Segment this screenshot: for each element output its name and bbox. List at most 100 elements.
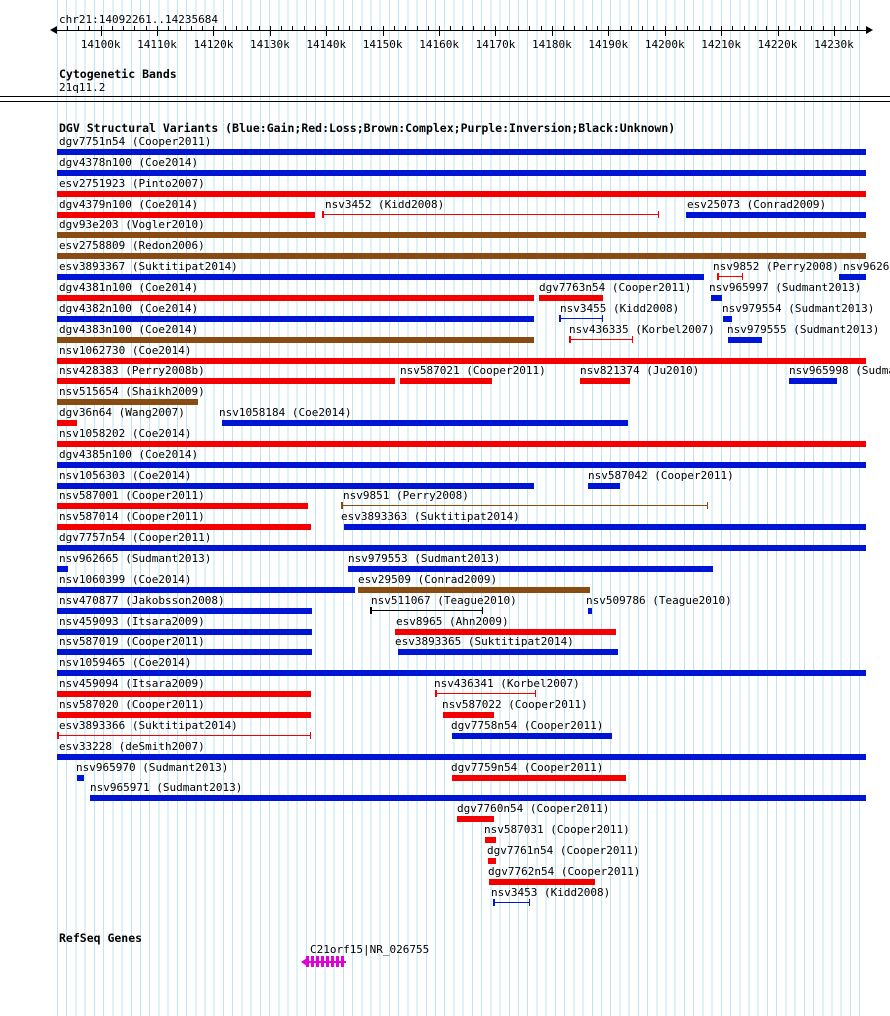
variant-bar[interactable] xyxy=(90,795,866,802)
variant-bar[interactable] xyxy=(57,378,395,385)
ruler-minor-tick xyxy=(236,26,238,30)
variant-bar[interactable] xyxy=(57,399,198,406)
variant-bar[interactable] xyxy=(57,232,866,239)
variant-bar[interactable] xyxy=(686,211,866,218)
variant-bar[interactable] xyxy=(344,524,866,531)
variant-bar[interactable] xyxy=(400,378,492,385)
ruler-minor-tick xyxy=(619,26,621,30)
variant-bar[interactable] xyxy=(395,628,616,635)
track-label: dgv93e203 (Vogler2010) xyxy=(59,218,205,232)
ruler-minor-tick xyxy=(427,26,429,30)
variant-bar[interactable] xyxy=(489,878,595,885)
variant-bar[interactable] xyxy=(57,524,311,531)
variant-bar[interactable] xyxy=(57,753,866,760)
gene-exon xyxy=(311,956,314,967)
variant-bar[interactable] xyxy=(57,274,704,281)
variant-span[interactable] xyxy=(559,314,603,322)
variant-bar[interactable] xyxy=(57,440,866,447)
variant-bar[interactable] xyxy=(222,420,628,427)
variant-bar[interactable] xyxy=(57,420,77,427)
variant-bar[interactable] xyxy=(77,774,84,781)
variant-bar[interactable] xyxy=(452,774,626,781)
span-line xyxy=(493,901,530,903)
ruler-minor-tick xyxy=(574,26,576,30)
track-label: nsv979555 (Sudmant2013) xyxy=(727,322,880,336)
ruler-tick-label: 14170k xyxy=(475,38,516,51)
variant-bar[interactable] xyxy=(57,169,866,176)
variant-bar[interactable] xyxy=(57,336,534,343)
variant-bar[interactable] xyxy=(358,586,590,593)
track-label: nsv3452 (Kidd2008) xyxy=(325,197,445,211)
variant-span[interactable] xyxy=(57,731,311,739)
ruler-arrow-left-icon xyxy=(50,26,57,34)
span-cap-right xyxy=(309,731,311,739)
variant-bar[interactable] xyxy=(57,586,355,593)
variant-bar[interactable] xyxy=(488,857,496,864)
variant-bar[interactable] xyxy=(348,566,713,572)
variant-bar[interactable] xyxy=(839,274,866,281)
variant-bar[interactable] xyxy=(57,357,866,364)
span-line xyxy=(57,734,311,736)
gene-model[interactable] xyxy=(301,956,346,967)
track-label: dgv4382n100 (Coe2014) xyxy=(59,301,199,315)
variant-bar[interactable] xyxy=(588,482,620,489)
variant-bar[interactable] xyxy=(57,149,866,155)
variant-bar[interactable] xyxy=(57,190,866,197)
track-label: nsv459094 (Itsara2009) xyxy=(59,677,205,691)
gene-exon xyxy=(321,956,324,967)
variant-span[interactable] xyxy=(322,210,659,218)
variant-span[interactable] xyxy=(569,335,633,343)
variant-bar[interactable] xyxy=(452,732,612,739)
variant-bar[interactable] xyxy=(398,649,618,656)
variant-bar[interactable] xyxy=(57,711,311,718)
variant-bar[interactable] xyxy=(57,211,315,218)
ruler-minor-tick xyxy=(100,26,102,30)
variant-span[interactable] xyxy=(370,606,483,614)
dgv-section-title: DGV Structural Variants (Blue:Gain;Red:L… xyxy=(59,121,676,135)
variant-bar[interactable] xyxy=(711,294,722,301)
variant-bar[interactable] xyxy=(485,837,496,844)
variant-span[interactable] xyxy=(717,273,743,281)
variant-bar[interactable] xyxy=(57,566,68,572)
variant-bar[interactable] xyxy=(57,545,866,552)
variant-bar[interactable] xyxy=(57,607,312,614)
variant-bar[interactable] xyxy=(57,253,866,260)
variant-bar[interactable] xyxy=(57,649,312,656)
ruler-minor-tick xyxy=(585,26,587,30)
variant-span[interactable] xyxy=(435,690,536,698)
variant-span[interactable] xyxy=(493,898,530,906)
ruler-minor-tick xyxy=(472,26,474,30)
variant-bar[interactable] xyxy=(789,378,837,385)
ruler-minor-tick xyxy=(833,26,835,30)
track-label: esv3893365 (Suktitipat2014) xyxy=(395,635,574,649)
variant-bar[interactable] xyxy=(457,816,494,823)
ruler-minor-tick xyxy=(202,26,204,30)
coordinate-ruler[interactable]: 14100k 14110k 14120k 14130k 14140k 14150k 1416… xyxy=(50,26,873,50)
variant-bar[interactable] xyxy=(57,691,311,698)
variant-span[interactable] xyxy=(341,502,708,510)
variant-bar[interactable] xyxy=(57,315,534,322)
variant-bar[interactable] xyxy=(723,315,732,322)
variant-bar[interactable] xyxy=(57,503,308,510)
span-line xyxy=(435,693,536,695)
variant-bar[interactable] xyxy=(580,378,630,385)
variant-bar[interactable] xyxy=(57,461,866,468)
variant-bar[interactable] xyxy=(57,294,534,301)
ruler-minor-tick xyxy=(800,26,802,30)
ruler-minor-tick xyxy=(326,26,328,30)
span-line xyxy=(370,609,483,611)
ruler-major-tick xyxy=(495,30,497,36)
variant-bar[interactable] xyxy=(588,607,592,614)
span-cap-right xyxy=(706,502,708,510)
track-label: nsv436335 (Korbel2007) xyxy=(569,322,715,336)
ruler-minor-tick xyxy=(66,26,68,30)
variant-bar[interactable] xyxy=(57,670,866,677)
ruler-major-tick xyxy=(100,30,102,36)
variant-bar[interactable] xyxy=(57,628,312,635)
span-cap-right xyxy=(601,314,603,322)
variant-bar[interactable] xyxy=(539,294,603,301)
variant-bar[interactable] xyxy=(57,482,534,489)
track-label: nsv509786 (Teague2010) xyxy=(586,593,732,607)
variant-bar[interactable] xyxy=(443,711,494,718)
variant-bar[interactable] xyxy=(728,336,762,343)
